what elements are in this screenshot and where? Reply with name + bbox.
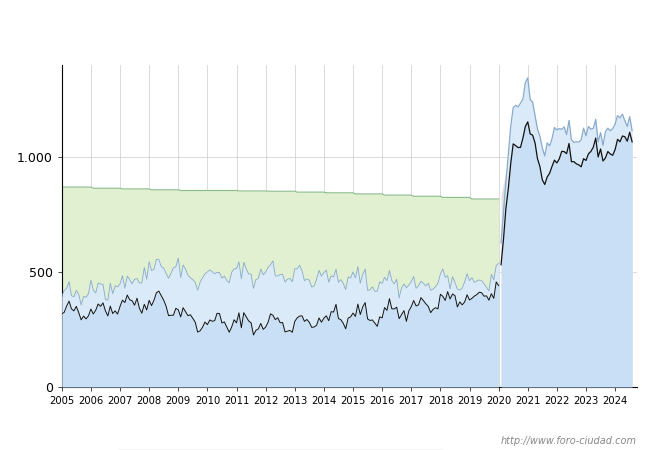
Text: http://www.foro-ciudad.com: http://www.foro-ciudad.com [501,436,637,446]
Text: Lumbier - Evolucion de la poblacion en edad de Trabajar Septiembre de 2024: Lumbier - Evolucion de la poblacion en e… [67,21,583,34]
